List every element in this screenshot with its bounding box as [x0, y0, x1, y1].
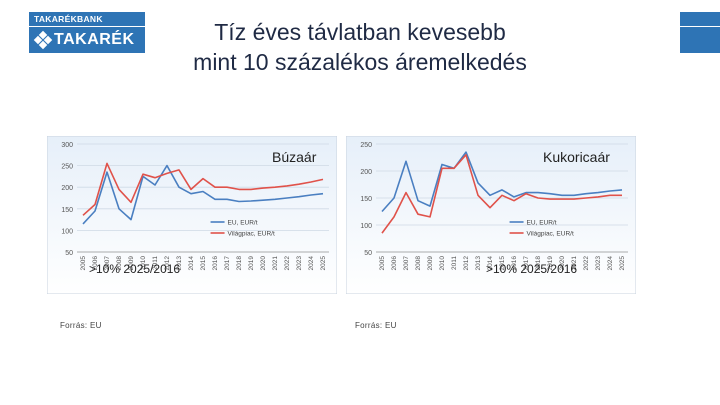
- logo-top-text: TAKARÉKBANK: [29, 12, 145, 26]
- corn-x-tick-label: 2022: [583, 256, 590, 271]
- wheat-chart-note: >10% 2025/2016: [89, 262, 181, 276]
- corn-series-world-line: [381, 153, 622, 234]
- corn-y-tick-label: 250: [360, 142, 372, 149]
- corn-chart-title: Kukoricaár: [543, 149, 610, 165]
- wheat-series-world-line: [82, 162, 324, 216]
- corn-chart-note: >10% 2025/2016: [486, 262, 578, 276]
- slide-title-line2: mint 10 százalékos áremelkedés: [193, 49, 527, 75]
- corn-legend-label: EU, EUR/t: [527, 220, 557, 227]
- slide-title: Tíz éves távlatban kevesebb mint 10 száz…: [140, 17, 580, 77]
- corn-price-chart-svg: 50 100 150 200 250 2005 2006 2007 2008 2009 2010 20…: [346, 136, 636, 294]
- wheat-x-tick-label: 2018: [236, 256, 243, 271]
- wheat-x-tick-label: 2009: [128, 256, 135, 271]
- wheat-x-tick-label: 2019: [248, 256, 255, 271]
- wheat-y-tick-label: 200: [61, 185, 73, 192]
- wheat-x-tick-label: 2014: [188, 256, 195, 271]
- logo-bottom: TAKARÉK: [29, 27, 145, 53]
- corn-x-tick-label: 2010: [439, 256, 446, 271]
- corn-x-tick-label: 2021: [571, 256, 578, 271]
- corn-x-tick-label: 2007: [403, 256, 410, 271]
- wheat-y-tick-label: 250: [61, 164, 73, 171]
- wheat-price-chart-svg: 50 100 150 200 250 300 2005 2006 2007 2008 2009 201…: [47, 136, 337, 294]
- wheat-x-tick-label: 2017: [224, 256, 231, 271]
- wheat-x-tick-label: 2005: [80, 256, 87, 271]
- corn-x-tick-label: 2006: [391, 256, 398, 271]
- wheat-x-tick-label: 2020: [260, 256, 267, 271]
- corn-x-tick-label: 2005: [379, 256, 386, 271]
- corn-x-tick-label: 2018: [535, 256, 542, 271]
- corn-x-tick-label: 2013: [475, 256, 482, 271]
- wheat-chart-source: Forrás: EU: [60, 321, 102, 330]
- wheat-y-tick-label: 150: [61, 207, 73, 214]
- wheat-y-tick-label: 50: [65, 250, 73, 257]
- wheat-x-tick-label: 2023: [296, 256, 303, 271]
- corn-x-tick-label: 2011: [451, 256, 458, 270]
- corn-series-eu-line: [381, 151, 623, 213]
- takarek-logo: TAKARÉKBANK TAKARÉK: [29, 12, 145, 53]
- wheat-x-tick-label: 2022: [284, 256, 291, 271]
- wheat-x-tick-label: 2010: [140, 256, 147, 271]
- corn-x-tick-label: 2009: [427, 256, 434, 271]
- corn-x-tick-label: 2024: [607, 256, 614, 271]
- wheat-x-tick-label: 2025: [320, 256, 327, 271]
- wheat-y-tick-label: 100: [61, 228, 73, 235]
- corn-price-chart: 50 100 150 200 250 2005 2006 2007 2008 2009 2010 20…: [346, 136, 636, 294]
- corn-x-tick-label: 2008: [415, 256, 422, 271]
- corn-x-tick-label: 2020: [559, 256, 566, 271]
- wheat-series-eu-line: [82, 164, 324, 225]
- slide-title-line1: Tíz éves távlatban kevesebb: [214, 19, 506, 45]
- wheat-x-tick-label: 2013: [176, 256, 183, 271]
- wheat-x-tick-label: 2024: [308, 256, 315, 271]
- corn-y-tick-label: 50: [364, 250, 372, 257]
- corn-x-tick-label: 2012: [463, 256, 470, 271]
- corn-y-tick-label: 200: [360, 169, 372, 176]
- wheat-chart-background: [47, 136, 337, 294]
- corn-x-tick-label: 2014: [487, 256, 494, 271]
- logo-mark-icon: [33, 30, 53, 50]
- wheat-x-tick-label: 2015: [200, 256, 207, 271]
- wheat-x-tick-label: 2007: [104, 256, 111, 271]
- wheat-x-tick-label: 2011: [152, 256, 159, 270]
- corn-x-tick-label: 2023: [595, 256, 602, 271]
- wheat-x-tick-label: 2016: [212, 256, 219, 271]
- decor-bar-top: [680, 12, 720, 26]
- corn-y-tick-label: 150: [360, 196, 372, 203]
- corn-y-tick-label: 100: [360, 223, 372, 230]
- corn-x-tick-label: 2015: [499, 256, 506, 271]
- decor-bar-bottom: [680, 27, 720, 53]
- wheat-x-tick-label: 2021: [272, 256, 279, 271]
- wheat-price-chart: 50 100 150 200 250 300 2005 2006 2007 2008 2009 201…: [47, 136, 337, 294]
- corn-x-tick-label: 2017: [523, 256, 530, 271]
- corn-x-tick-label: 2019: [547, 256, 554, 271]
- corn-x-tick-label: 2016: [511, 256, 518, 271]
- wheat-x-tick-label: 2006: [92, 256, 99, 271]
- wheat-x-tick-label: 2012: [164, 256, 171, 271]
- corn-legend-label: Világpiac, EUR/t: [527, 231, 574, 238]
- wheat-legend-label: EU, EUR/t: [228, 220, 258, 227]
- logo-word: TAKARÉK: [54, 31, 135, 48]
- corn-x-tick-label: 2025: [619, 256, 626, 271]
- wheat-chart-title: Búzaár: [272, 149, 317, 165]
- wheat-legend-label: Világpiac, EUR/t: [228, 231, 275, 238]
- corn-chart-source: Forrás: EU: [355, 321, 397, 330]
- wheat-y-tick-label: 300: [61, 142, 73, 149]
- wheat-x-tick-label: 2008: [116, 256, 123, 271]
